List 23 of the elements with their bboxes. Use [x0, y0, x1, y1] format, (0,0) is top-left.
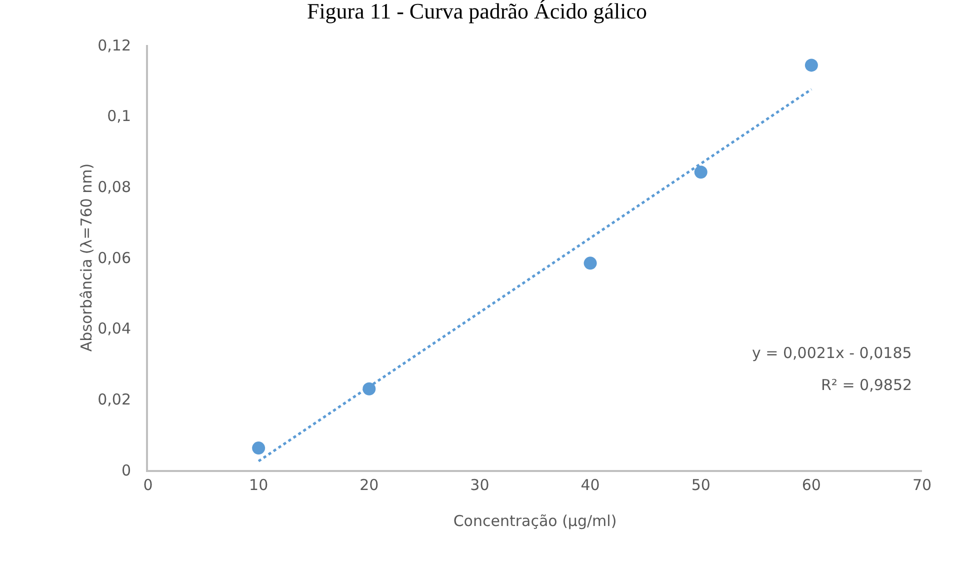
y-tick-label: 0,06 — [98, 248, 131, 267]
y-axis-title: Absorbância (λ=760 nm) — [78, 163, 96, 352]
x-tick-label: 70 — [912, 476, 932, 494]
x-tick-label: 60 — [802, 476, 821, 494]
point — [584, 256, 597, 270]
x-tick-label: 50 — [691, 476, 710, 494]
x-tick-label: 10 — [249, 476, 268, 494]
x-axis-title: Concentração (µg/ml) — [453, 512, 617, 530]
y-tick-label: 0 — [121, 461, 131, 480]
y-tick-label: 0,02 — [98, 390, 131, 408]
y-tick-label: 0,04 — [98, 320, 131, 338]
point — [804, 58, 818, 72]
point — [694, 166, 708, 179]
x-tick-label: 0 — [143, 476, 153, 494]
annotation: y = 0,0021x - 0,0185 — [752, 344, 912, 362]
x-tick-label: 20 — [360, 476, 379, 494]
point — [252, 442, 266, 455]
y-tick-label: 0,12 — [98, 36, 131, 54]
x-tick-label: 30 — [470, 476, 490, 494]
annotation: R² = 0,9852 — [821, 376, 912, 394]
y-tick-label: 0,1 — [107, 107, 131, 126]
y-tick-label: 0,08 — [98, 178, 131, 196]
x-tick-label: 40 — [580, 476, 600, 494]
